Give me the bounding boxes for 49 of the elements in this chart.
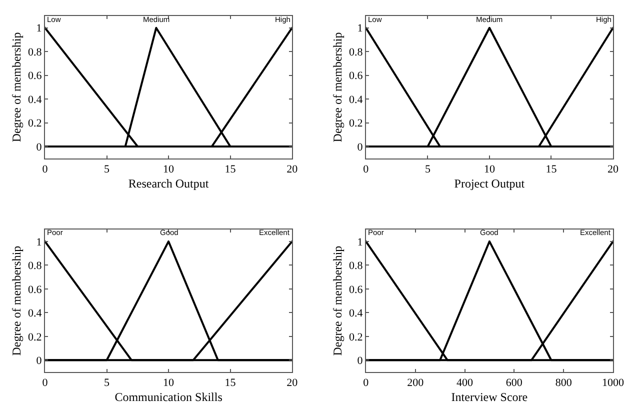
x-tick-label: 600 [506,377,523,390]
y-tick-label: 0.4 [28,94,42,106]
y-tick-label: 0.2 [348,331,363,344]
y-tick-label: 1 [357,22,363,35]
y-tick-label: 0.4 [348,94,364,106]
y-axis-title: Degree of membership [9,246,24,356]
x-tick-label: 10 [163,164,175,176]
y-tick-label: 1 [36,236,42,248]
x-tick-label: 1000 [602,377,624,390]
y-tick-label: 1 [357,236,363,248]
x-axis-title: Communication Skills [114,390,223,404]
x-tick-label: 5 [104,164,110,176]
y-tick-label: 0.4 [348,308,364,320]
y-axis-title: Degree of membership [330,32,344,142]
x-tick-label: 20 [286,377,298,390]
y-tick-label: 0.2 [348,118,363,130]
x-tick-label: 15 [224,377,236,390]
y-tick-label: 0.4 [28,308,42,320]
y-tick-label: 0 [357,141,364,154]
x-tick-label: 5 [104,377,110,390]
x-tick-label: 200 [407,377,424,390]
x-tick-label: 20 [286,164,298,176]
x-axis-title: Research Output [128,176,210,190]
y-tick-label: 1 [36,22,42,35]
y-tick-label: 0 [36,354,42,367]
y-tick-label: 0.8 [348,260,364,272]
x-tick-label: 400 [456,377,474,390]
y-tick-label: 0 [357,354,364,367]
x-axis-title: Interview Score [451,390,528,404]
y-tick-label: 0.6 [28,70,42,82]
x-tick-label: 5 [424,164,431,176]
y-tick-label: 0.2 [28,331,42,344]
y-tick-label: 0.8 [348,46,364,58]
y-axis-title: Degree of membership [330,246,344,356]
y-tick-label: 0.2 [28,118,42,130]
x-axis-title: Project Output [454,176,526,190]
y-axis-title: Degree of membership [9,32,24,142]
y-tick-label: 0.6 [348,284,364,296]
x-tick-label: 800 [555,377,572,390]
x-tick-label: 10 [484,164,496,176]
y-tick-label: 0.8 [28,46,42,58]
x-tick-label: 15 [224,164,236,176]
x-tick-label: 20 [608,164,619,176]
y-tick-label: 0 [36,141,42,154]
x-tick-label: 10 [163,377,175,390]
y-tick-label: 0.8 [28,260,42,272]
x-tick-label: 15 [546,164,558,176]
y-tick-label: 0.6 [28,284,42,296]
y-tick-label: 0.6 [348,70,364,82]
